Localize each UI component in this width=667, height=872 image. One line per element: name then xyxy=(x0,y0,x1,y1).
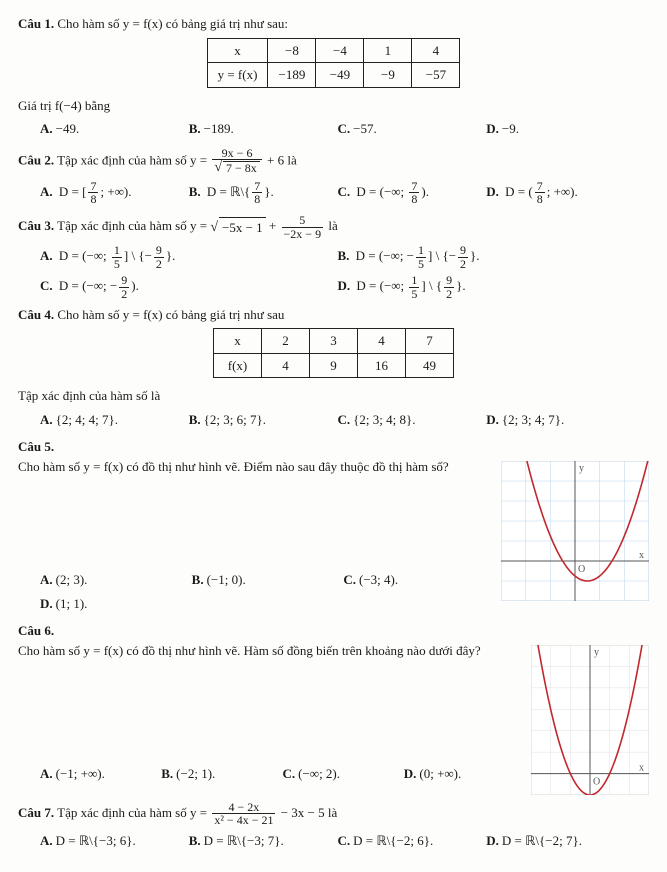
opt-b: B.−189. xyxy=(185,117,334,141)
opt-c: C. D = (−∞; 78). xyxy=(334,178,483,208)
q4-options: A.{2; 4; 4; 7}. B.{2; 3; 6; 7}. C.{2; 3;… xyxy=(36,408,631,432)
q4-text: Cho hàm số y = f(x) có bảng giá trị như … xyxy=(57,307,284,322)
q5-head: Câu 5. xyxy=(18,439,54,454)
svg-text:x: x xyxy=(639,550,644,561)
opt-c: C. D = (−∞; −92). xyxy=(36,272,334,302)
q3-options: A. D = (−∞; 15] \ {−92}. B. D = (−∞; −15… xyxy=(36,242,631,302)
svg-text:O: O xyxy=(593,776,600,787)
opt-c: C.{2; 3; 4; 8}. xyxy=(334,408,483,432)
opt-c: C.(−3; 4). xyxy=(339,568,491,592)
opt-b: B.D = ℝ\{−3; 7}. xyxy=(185,829,334,853)
opt-d: D.D = ℝ\{−2; 7}. xyxy=(482,829,631,853)
opt-b: B. D = (−∞; −15] \ {−92}. xyxy=(334,242,632,272)
q2-options: A. D = [78; +∞). B. D = ℝ\{78}. C. D = (… xyxy=(36,178,631,208)
q1-options: A.−49. B.−189. C.−57. D.−9. xyxy=(36,117,631,141)
q7-head: Câu 7. xyxy=(18,805,54,820)
cell: 4 xyxy=(358,329,406,354)
q5-graph: y x O xyxy=(501,461,649,601)
opt-c: C.D = ℝ\{−2; 6}. xyxy=(334,829,483,853)
cell: 49 xyxy=(406,353,454,378)
q7-text: Tập xác định của hàm số y = xyxy=(57,805,207,820)
cell: 9 xyxy=(310,353,358,378)
q2-frac: 9x − 6 √7 − 8x xyxy=(212,147,261,176)
cell: −9 xyxy=(364,63,412,88)
cell: 16 xyxy=(358,353,406,378)
q3-text: Tập xác định của hàm số y = xyxy=(57,218,207,233)
q2-head: Câu 2. xyxy=(18,152,54,167)
opt-b: B.{2; 3; 6; 7}. xyxy=(185,408,334,432)
opt-a: A.(2; 3). xyxy=(36,568,188,592)
opt-c: C.−57. xyxy=(334,117,483,141)
question-6: Câu 6. y x O Cho hàm số y = f(x) có đồ thị… xyxy=(18,621,649,801)
q1-sub: Giá trị f(−4) bằng xyxy=(18,96,649,116)
q3-frac2: 5 −2x − 9 xyxy=(282,214,324,240)
opt-a: A.D = ℝ\{−3; 6}. xyxy=(36,829,185,853)
q5-options: A.(2; 3). B.(−1; 0). C.(−3; 4). D.(1; 1)… xyxy=(36,568,491,615)
q4-head: Câu 4. xyxy=(18,307,54,322)
cell: x xyxy=(214,329,262,354)
q7-frac: 4 − 2x x² − 4x − 21 xyxy=(212,801,275,827)
question-5: Câu 5. y x O Cho hàm số y = f(x) có đồ thị… xyxy=(18,437,649,621)
cell: −57 xyxy=(412,63,460,88)
q2-text: Tập xác định của hàm số y = xyxy=(57,152,207,167)
q4-sub: Tập xác định của hàm số là xyxy=(18,386,649,406)
opt-d: D.{2; 3; 4; 7}. xyxy=(482,408,631,432)
question-4: Câu 4. Cho hàm số y = f(x) có bảng giá t… xyxy=(18,305,649,432)
svg-text:y: y xyxy=(579,463,584,474)
opt-b: B. D = ℝ\{78}. xyxy=(185,178,334,208)
cell: −49 xyxy=(316,63,364,88)
q1-head: Câu 1. xyxy=(18,16,54,31)
cell: −189 xyxy=(268,63,316,88)
q4-table: x 2 3 4 7 f(x) 4 9 16 49 xyxy=(213,328,454,378)
cell: −4 xyxy=(316,38,364,63)
opt-d: D.(1; 1). xyxy=(36,592,491,616)
svg-text:y: y xyxy=(594,647,599,658)
opt-d: D.−9. xyxy=(482,117,631,141)
svg-text:x: x xyxy=(639,762,644,773)
q6-head: Câu 6. xyxy=(18,623,54,638)
q1-text: Cho hàm số y = f(x) có bảng giá trị như … xyxy=(57,16,288,31)
q5-text: Cho hàm số y = f(x) có đồ thị như hình v… xyxy=(18,457,489,477)
opt-a: A. D = [78; +∞). xyxy=(36,178,185,208)
opt-a: A.{2; 4; 4; 7}. xyxy=(36,408,185,432)
q1-table: x −8 −4 1 4 y = f(x) −189 −49 −9 −57 xyxy=(207,38,461,88)
cell: −8 xyxy=(268,38,316,63)
cell: x xyxy=(207,38,268,63)
opt-d: D. D = (78; +∞). xyxy=(482,178,631,208)
q2-tail: + 6 là xyxy=(267,152,297,167)
opt-b: B.(−2; 1). xyxy=(157,762,278,786)
opt-b: B.(−1; 0). xyxy=(188,568,340,592)
opt-d: D.(0; +∞). xyxy=(400,762,521,786)
svg-text:O: O xyxy=(578,564,585,575)
q3-head: Câu 3. xyxy=(18,218,54,233)
opt-d: D. D = (−∞; 15] \ {92}. xyxy=(334,272,632,302)
cell: 2 xyxy=(262,329,310,354)
question-2: Câu 2. Tập xác định của hàm số y = 9x − … xyxy=(18,147,649,208)
cell: f(x) xyxy=(214,353,262,378)
cell: 3 xyxy=(310,329,358,354)
cell: 4 xyxy=(412,38,460,63)
opt-c: C.(−∞; 2). xyxy=(279,762,400,786)
opt-a: A.(−1; +∞). xyxy=(36,762,157,786)
q6-options: A.(−1; +∞). B.(−2; 1). C.(−∞; 2). D.(0; … xyxy=(36,762,521,786)
q6-text: Cho hàm số y = f(x) có đồ thị như hình v… xyxy=(18,641,519,661)
question-7: Câu 7. Tập xác định của hàm số y = 4 − 2… xyxy=(18,801,649,853)
q6-graph: y x O xyxy=(531,645,649,795)
q7-options: A.D = ℝ\{−3; 6}. B.D = ℝ\{−3; 7}. C.D = … xyxy=(36,829,631,853)
opt-a: A. D = (−∞; 15] \ {−92}. xyxy=(36,242,334,272)
question-3: Câu 3. Tập xác định của hàm số y = √−5x … xyxy=(18,214,649,303)
cell: 1 xyxy=(364,38,412,63)
question-1: Câu 1. Cho hàm số y = f(x) có bảng giá t… xyxy=(18,14,649,141)
opt-a: A.−49. xyxy=(36,117,185,141)
cell: 4 xyxy=(262,353,310,378)
cell: y = f(x) xyxy=(207,63,268,88)
cell: 7 xyxy=(406,329,454,354)
